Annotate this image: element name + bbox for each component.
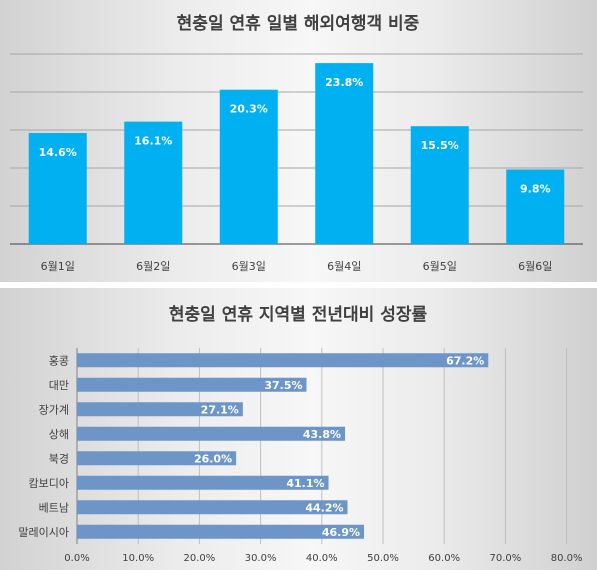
y-tick-label: 베트남 xyxy=(39,501,69,514)
bar xyxy=(77,524,365,539)
chart-title: 현충일 연휴 지역별 전년대비 성장률 xyxy=(169,304,428,325)
data-label: 9.8% xyxy=(520,183,551,196)
bar xyxy=(77,475,329,490)
data-label: 67.2% xyxy=(446,354,484,367)
data-label: 26.0% xyxy=(194,452,232,465)
bar xyxy=(124,121,183,244)
bar xyxy=(315,63,374,245)
x-tick-label: 6월1일 xyxy=(41,259,75,273)
bar xyxy=(77,377,307,392)
data-label: 27.1% xyxy=(201,403,239,416)
region-growth-chart: 현충일 연휴 지역별 전년대비 성장률 67.2% 홍콩 37.5% 대만 27.1% 장… xyxy=(18,304,583,564)
data-label: 44.2% xyxy=(305,501,343,514)
y-tick-label: 상해 xyxy=(49,427,69,441)
y-tick-label: 캄보디아 xyxy=(29,477,69,490)
y-tick-label: 홍콩 xyxy=(49,353,69,367)
daily-share-chart-panel: 현충일 연휴 일별 해외여행객 비중 14.6% 6월1일 16.1% 6월2일 20.… xyxy=(0,0,597,282)
x-tick-label: 30.0% xyxy=(245,553,277,564)
x-tick-label: 70.0% xyxy=(490,553,522,564)
daily-share-chart: 현충일 연휴 일별 해외여행객 비중 14.6% 6월1일 16.1% 6월2일 20.… xyxy=(10,13,583,273)
bar xyxy=(77,426,346,441)
bar xyxy=(219,89,278,244)
y-tick-label: 북경 xyxy=(49,452,69,465)
x-tick-label: 0.0% xyxy=(64,553,89,564)
x-tick-label: 60.0% xyxy=(428,553,460,564)
bar xyxy=(77,451,237,466)
data-label: 46.9% xyxy=(322,526,360,539)
x-tick-label: 6월4일 xyxy=(327,259,361,273)
x-tick-label: 6월6일 xyxy=(518,259,552,273)
data-label: 23.8% xyxy=(325,76,363,89)
chart-title: 현충일 연휴 일별 해외여행객 비중 xyxy=(177,13,420,34)
bar xyxy=(28,133,87,244)
data-label: 15.5% xyxy=(421,139,459,152)
bar xyxy=(410,126,469,244)
data-label: 37.5% xyxy=(264,379,302,392)
x-tick-label: 6월5일 xyxy=(423,259,457,273)
y-tick-label: 장가계 xyxy=(39,403,69,416)
x-tick-label: 20.0% xyxy=(184,553,216,564)
data-label: 16.1% xyxy=(134,135,172,148)
data-label: 43.8% xyxy=(303,428,341,441)
x-tick-label: 50.0% xyxy=(367,553,399,564)
x-tick-label: 10.0% xyxy=(122,553,154,564)
region-growth-chart-panel: 현충일 연휴 지역별 전년대비 성장률 67.2% 홍콩 37.5% 대만 27.1% 장… xyxy=(0,288,597,570)
x-tick-label: 6월2일 xyxy=(136,259,170,273)
y-tick-label: 말레이시아 xyxy=(18,526,69,539)
panel-separator xyxy=(0,282,597,288)
bar xyxy=(77,402,243,417)
data-label: 41.1% xyxy=(286,477,324,490)
y-tick-label: 대만 xyxy=(49,379,69,392)
bar xyxy=(77,353,489,368)
x-tick-label: 80.0% xyxy=(551,553,583,564)
data-label: 14.6% xyxy=(39,146,77,159)
bar xyxy=(506,169,565,244)
x-tick-label: 40.0% xyxy=(306,553,338,564)
data-label: 20.3% xyxy=(230,103,268,116)
x-tick-label: 6월3일 xyxy=(232,259,266,273)
bar xyxy=(77,500,348,515)
